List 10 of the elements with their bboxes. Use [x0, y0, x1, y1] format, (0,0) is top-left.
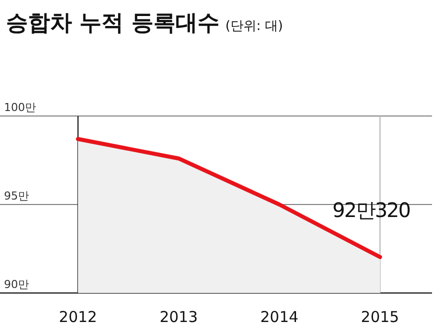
y-tick-label: 95만	[4, 190, 29, 202]
chart-subtitle: (단위: 대)	[225, 19, 283, 34]
annotation: 92만320	[332, 198, 410, 222]
y-tick-label: 90만	[4, 278, 29, 291]
y-tick-label: 100만	[4, 101, 36, 114]
x-tick-label: 2014	[260, 308, 298, 326]
x-tick-label: 2015	[360, 308, 400, 326]
x-tick-label: 2012	[58, 308, 98, 326]
x-tick-label: 2013	[160, 308, 198, 326]
chart-title: 승합차 누적 등록대수	[6, 11, 220, 36]
